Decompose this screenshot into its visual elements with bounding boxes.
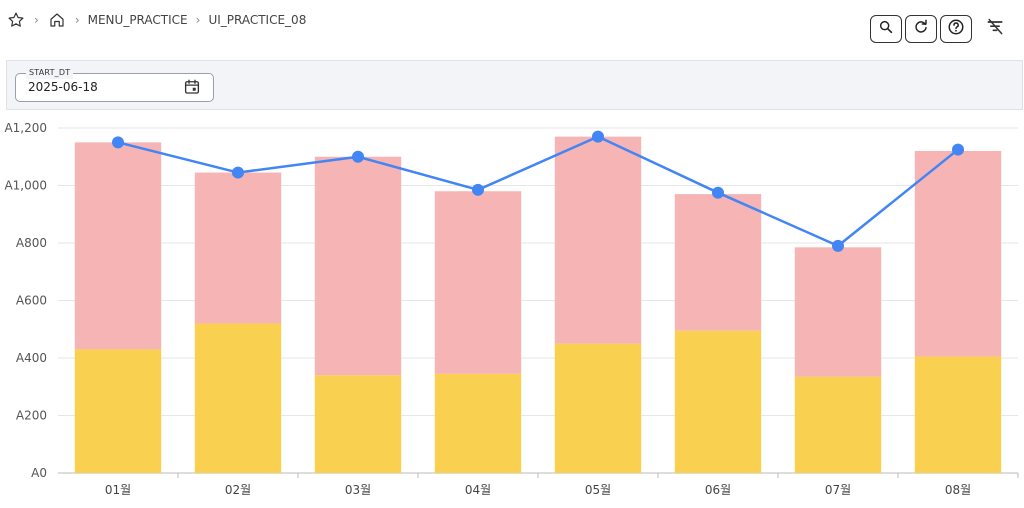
line-point — [472, 183, 484, 196]
bar-segment-bottom — [314, 375, 402, 473]
search-icon — [878, 19, 894, 39]
x-tick-label: 05월 — [585, 483, 611, 497]
bar-segment-bottom — [554, 343, 642, 473]
breadcrumb-item[interactable]: MENU_PRACTICE — [87, 13, 188, 27]
y-tick-label: A400 — [16, 351, 47, 365]
line-point — [112, 136, 124, 149]
help-icon — [947, 18, 965, 40]
refresh-button[interactable] — [905, 15, 937, 43]
line-point — [352, 150, 364, 163]
chevron-right-icon: › — [195, 13, 201, 27]
bar-segment-top — [314, 156, 402, 376]
bar-segment-bottom — [794, 376, 882, 473]
bar-segment-bottom — [434, 373, 522, 473]
star-icon[interactable] — [6, 10, 26, 30]
bar-segment-bottom — [674, 330, 762, 473]
line-point — [232, 166, 244, 179]
bar-segment-top — [194, 172, 282, 324]
line-point — [592, 130, 604, 143]
line-point — [952, 143, 964, 156]
filter-off-button[interactable] — [981, 15, 1009, 43]
bar-segment-top — [914, 151, 1002, 357]
bar-segment-top — [794, 247, 882, 377]
line-point — [832, 239, 844, 252]
y-tick-label: A600 — [16, 294, 47, 308]
home-icon[interactable] — [47, 10, 67, 30]
x-tick-label: 08월 — [945, 483, 971, 497]
x-tick-label: 01월 — [105, 483, 131, 497]
y-tick-label: A1,000 — [4, 179, 47, 193]
breadcrumb-item-current: UI_PRACTICE_08 — [208, 13, 307, 27]
y-tick-label: A800 — [16, 236, 47, 250]
x-tick-label: 04월 — [465, 483, 491, 497]
bar-segment-top — [434, 191, 522, 374]
line-point — [712, 186, 724, 199]
y-tick-label: A200 — [16, 409, 47, 423]
x-tick-label: 03월 — [345, 483, 371, 497]
start-date-value[interactable]: 2025-06-18 — [28, 80, 98, 94]
top-bar: › › MENU_PRACTICE › UI_PRACTICE_08 — [0, 0, 1024, 56]
bar-segment-top — [554, 136, 642, 344]
bar-segment-bottom — [914, 356, 1002, 473]
start-date-label: START_DT — [26, 67, 74, 79]
bar-segment-top — [674, 194, 762, 331]
y-tick-label: A1,200 — [4, 121, 47, 135]
bar-segment-bottom — [194, 323, 282, 473]
monthly-chart: A0 A200 A400 A600 A800 A1,000 A1,200 01월 02월 03월… — [0, 112, 1024, 504]
series-line — [117, 135, 959, 248]
chevron-right-icon: › — [34, 13, 39, 27]
bar-segment-top — [74, 142, 162, 350]
y-tick-label: A0 — [31, 466, 47, 480]
search-button[interactable] — [870, 15, 902, 43]
x-tick-label: 06월 — [705, 483, 731, 497]
search-panel: START_DT 2025-06-18 — [6, 60, 1023, 110]
bar-segment-bottom — [74, 349, 162, 473]
chevron-right-icon: › — [74, 13, 80, 27]
chart-svg: A0 A200 A400 A600 A800 A1,000 A1,200 01월 02월 03월… — [4, 121, 1019, 497]
x-tick-label: 07월 — [825, 483, 851, 497]
filter-off-icon — [985, 17, 1005, 41]
help-button[interactable] — [940, 15, 972, 43]
refresh-icon — [913, 19, 929, 39]
toolbar-actions — [870, 15, 1009, 43]
start-date-field[interactable]: START_DT 2025-06-18 — [15, 67, 214, 102]
breadcrumb: › › MENU_PRACTICE › UI_PRACTICE_08 — [6, 10, 306, 30]
calendar-icon[interactable] — [183, 78, 201, 96]
x-tick-label: 02월 — [225, 483, 251, 497]
